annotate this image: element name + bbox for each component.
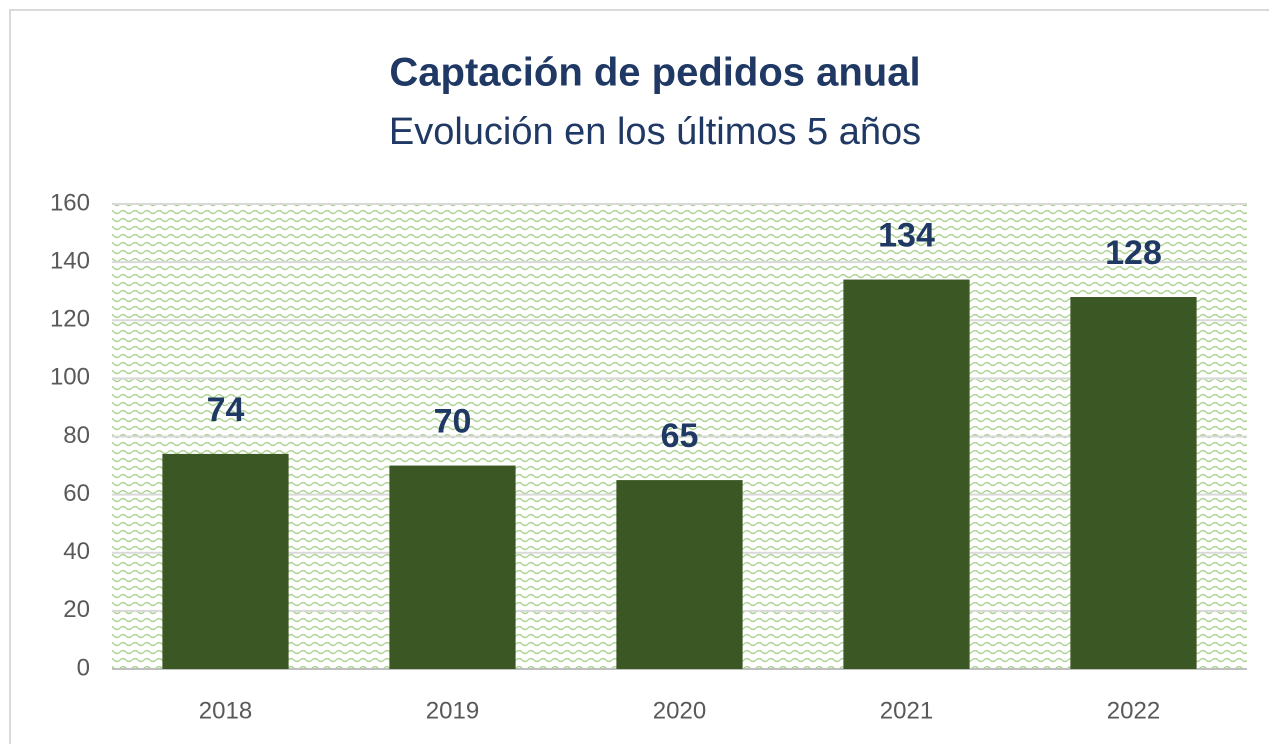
chart-title: Captación de pedidos anual — [389, 51, 920, 95]
x-tick-label: 2021 — [880, 697, 933, 724]
data-label: 134 — [878, 217, 935, 255]
data-label: 65 — [661, 417, 699, 455]
bar — [843, 279, 970, 669]
y-tick-label: 140 — [50, 247, 90, 274]
x-tick-label: 2022 — [1107, 697, 1160, 724]
bar — [616, 480, 743, 669]
x-tick-label: 2018 — [199, 697, 252, 724]
y-tick-label: 100 — [50, 364, 90, 391]
chart-subtitle: Evolución en los últimos 5 años — [389, 111, 921, 153]
data-label: 74 — [207, 391, 245, 429]
x-tick-label: 2019 — [426, 697, 479, 724]
y-tick-label: 60 — [63, 480, 90, 507]
y-tick-label: 0 — [77, 654, 90, 681]
y-tick-label: 80 — [63, 422, 90, 449]
bar — [162, 453, 289, 669]
y-tick-label: 40 — [63, 538, 90, 565]
y-tick-label: 160 — [50, 189, 90, 216]
bar — [389, 465, 516, 669]
data-label: 128 — [1105, 234, 1162, 272]
x-tick-label: 2020 — [653, 697, 706, 724]
data-label: 70 — [434, 403, 472, 441]
y-tick-label: 120 — [50, 306, 90, 333]
y-tick-label: 20 — [63, 596, 90, 623]
bar — [1070, 297, 1197, 669]
